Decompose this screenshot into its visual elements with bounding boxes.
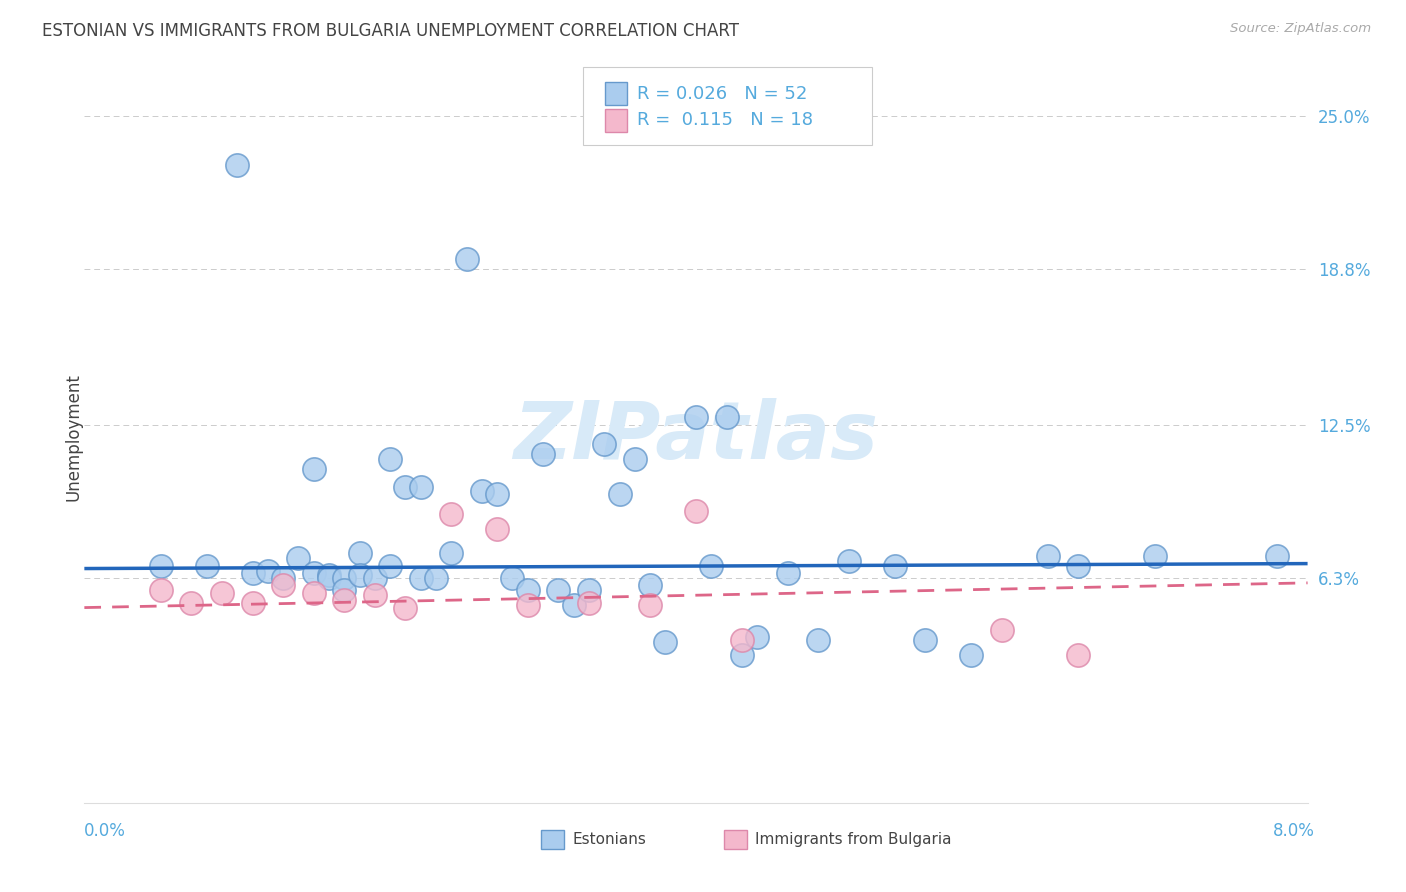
Point — [471, 484, 494, 499]
Point — [776, 566, 799, 580]
Point — [486, 521, 509, 535]
Point — [1067, 558, 1090, 573]
Point — [609, 487, 631, 501]
Point — [547, 583, 569, 598]
Point — [838, 554, 860, 568]
Point — [516, 598, 538, 612]
Point — [409, 571, 432, 585]
Point — [211, 586, 233, 600]
Point — [638, 578, 661, 592]
Text: Estonians: Estonians — [572, 832, 647, 847]
Point — [349, 568, 371, 582]
Point — [380, 558, 402, 573]
Point — [624, 452, 647, 467]
Point — [226, 158, 249, 172]
Point — [1036, 549, 1059, 563]
Point — [731, 632, 754, 647]
Text: 8.0%: 8.0% — [1272, 822, 1315, 840]
Point — [257, 564, 280, 578]
Point — [180, 596, 202, 610]
Point — [242, 596, 264, 610]
Point — [502, 571, 524, 585]
Point — [700, 558, 723, 573]
Text: 0.0%: 0.0% — [84, 822, 127, 840]
Point — [486, 487, 509, 501]
Point — [271, 571, 294, 585]
Point — [318, 571, 340, 585]
Point — [333, 593, 356, 607]
Point — [302, 462, 325, 476]
Point — [149, 583, 172, 598]
Point — [440, 546, 463, 560]
Point — [380, 452, 402, 467]
Point — [364, 588, 387, 602]
Point — [409, 479, 432, 493]
Point — [562, 598, 585, 612]
Point — [302, 586, 325, 600]
Point — [394, 600, 416, 615]
Point — [731, 648, 754, 662]
Text: R = 0.026   N = 52: R = 0.026 N = 52 — [637, 85, 807, 103]
Text: ZIPatlas: ZIPatlas — [513, 398, 879, 476]
Point — [242, 566, 264, 580]
Point — [747, 630, 769, 644]
Point — [333, 583, 356, 598]
Point — [364, 571, 387, 585]
Point — [654, 635, 676, 649]
Point — [638, 598, 661, 612]
Point — [349, 546, 371, 560]
Point — [716, 410, 738, 425]
Text: ESTONIAN VS IMMIGRANTS FROM BULGARIA UNEMPLOYMENT CORRELATION CHART: ESTONIAN VS IMMIGRANTS FROM BULGARIA UNE… — [42, 22, 740, 40]
Point — [440, 507, 463, 521]
Point — [394, 479, 416, 493]
Point — [318, 568, 340, 582]
Point — [1067, 648, 1090, 662]
Point — [685, 410, 707, 425]
Text: R =  0.115   N = 18: R = 0.115 N = 18 — [637, 112, 813, 129]
Point — [578, 583, 600, 598]
Point — [456, 252, 478, 267]
Point — [302, 566, 325, 580]
Point — [807, 632, 830, 647]
Point — [578, 596, 600, 610]
Point — [425, 571, 447, 585]
Point — [1265, 549, 1288, 563]
Point — [883, 558, 905, 573]
Point — [531, 447, 554, 461]
Text: Source: ZipAtlas.com: Source: ZipAtlas.com — [1230, 22, 1371, 36]
Point — [149, 558, 172, 573]
Point — [960, 648, 983, 662]
Point — [287, 551, 309, 566]
Point — [333, 571, 356, 585]
Text: Immigrants from Bulgaria: Immigrants from Bulgaria — [755, 832, 952, 847]
Point — [1143, 549, 1166, 563]
Point — [991, 623, 1014, 637]
Point — [593, 437, 616, 451]
Point — [271, 578, 294, 592]
Point — [516, 583, 538, 598]
Y-axis label: Unemployment: Unemployment — [65, 373, 82, 501]
Point — [195, 558, 218, 573]
Point — [685, 504, 707, 518]
Point — [914, 632, 936, 647]
